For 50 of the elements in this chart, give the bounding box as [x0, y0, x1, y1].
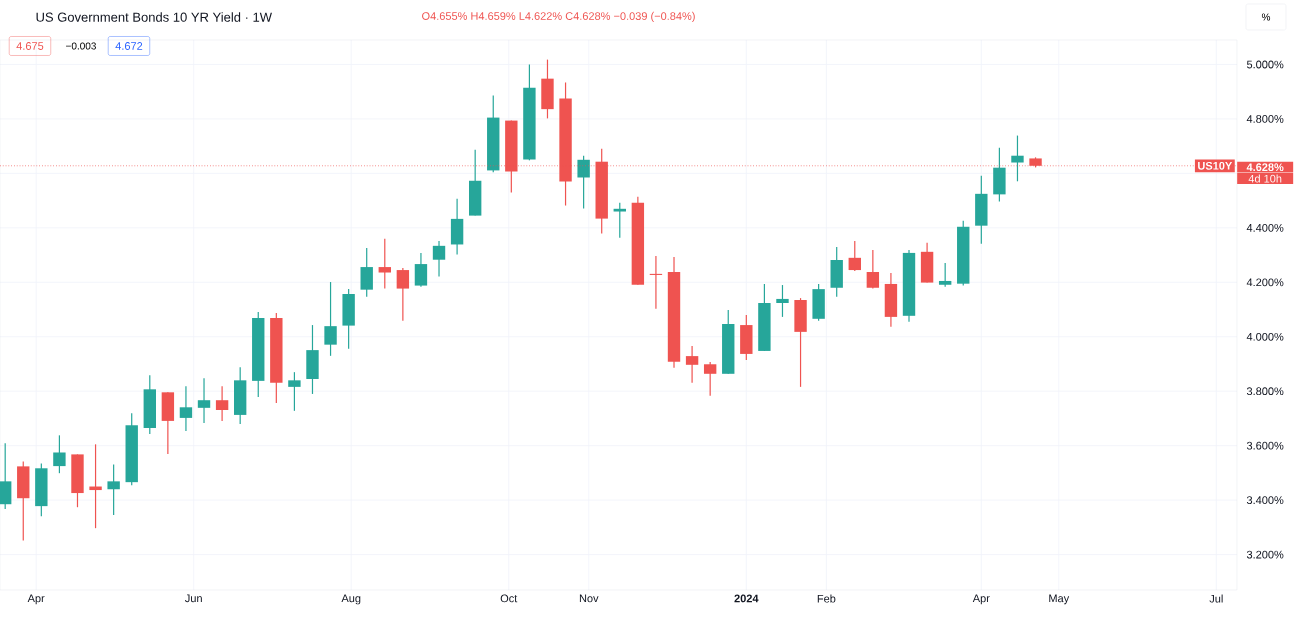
text: O4.655% H4.659% L4.622% C4.628% −0.039 (−0.84%) — [422, 11, 695, 23]
x-tick-label: 2024 — [734, 594, 759, 603]
x-tick-label: Apr — [27, 594, 45, 605]
y-tick-label: 3.400% — [1246, 496, 1284, 505]
candlestick — [432, 240, 446, 278]
x-tick-label: Jul — [1209, 594, 1223, 603]
annotation: 4.672 — [115, 42, 143, 50]
candlestick — [288, 371, 301, 412]
y-tick-label: 3.200% — [1246, 550, 1284, 559]
candlestick — [776, 284, 789, 318]
y-tick-label: 4.000% — [1246, 332, 1284, 341]
candlestick — [360, 247, 373, 298]
candlestick — [938, 262, 952, 288]
candlestick — [613, 202, 626, 239]
annotation: −0.003 — [66, 42, 96, 50]
annotation: 4.675 — [16, 42, 44, 50]
ref-line-label: US10Y — [1198, 161, 1233, 170]
candlestick — [703, 361, 717, 397]
y-tick-label: 3.800% — [1246, 387, 1284, 396]
candlestick — [324, 281, 337, 357]
x-tick-label: May — [1049, 594, 1070, 605]
x-tick-label: Feb — [817, 594, 836, 603]
candlestick — [378, 238, 391, 290]
candlestick — [53, 434, 66, 474]
candlestick — [1011, 134, 1024, 182]
x-tick-label: Jun — [185, 594, 202, 603]
candlestick — [685, 345, 699, 384]
x-tick-label: Aug — [341, 594, 361, 605]
candlestick — [866, 249, 880, 290]
candlestick — [107, 463, 120, 516]
x-tick-label: Nov — [579, 594, 599, 603]
candlestick — [197, 377, 211, 424]
x-tick-label: Oct — [500, 594, 518, 603]
chart-title: US Government Bonds 10 YR Yield · 1W — [36, 12, 272, 22]
y-tick-label: 5.000% — [1246, 60, 1284, 69]
y-tick-label: 4.200% — [1246, 278, 1284, 287]
candlestick — [215, 385, 229, 422]
x-tick-label: Apr — [972, 594, 990, 605]
y-tick-label: 4.800% — [1246, 115, 1284, 123]
y-tick-label: 3.600% — [1246, 441, 1284, 450]
candlestick — [414, 252, 428, 288]
candlestick — [848, 240, 861, 272]
candlestick — [179, 385, 193, 432]
text: % — [1261, 13, 1271, 21]
candlestick — [577, 155, 590, 210]
y-tick-label: 4.400% — [1246, 223, 1284, 232]
candlestick — [0, 442, 12, 510]
text: 4.628% — [1246, 163, 1284, 172]
text: 4d 10h — [1248, 174, 1282, 183]
candlestick — [396, 267, 410, 322]
